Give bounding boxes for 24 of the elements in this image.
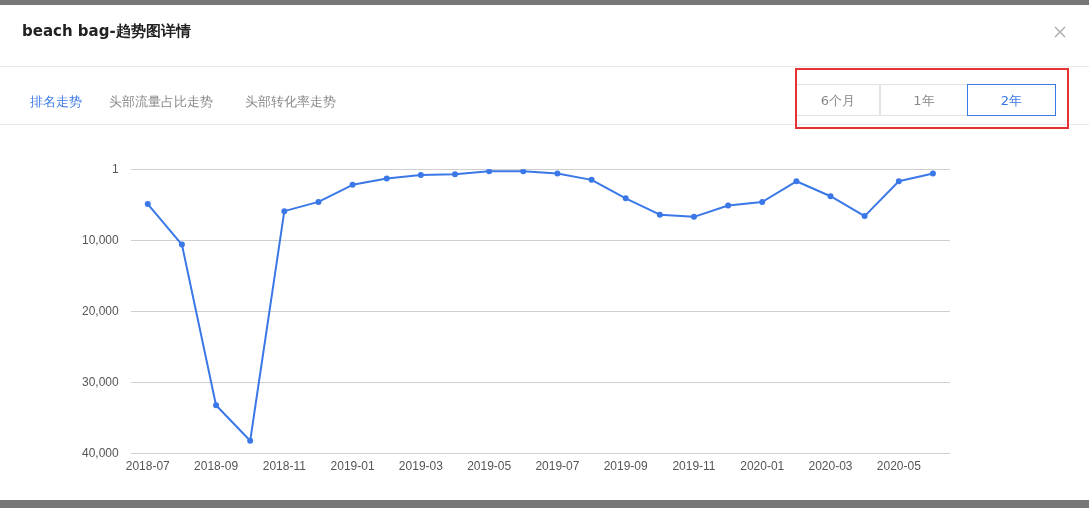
x-tick-label: 2018-07	[125, 459, 171, 474]
x-tick-label: 2019-11	[672, 459, 716, 474]
chart-title: beach bag-趋势图详情	[22, 22, 191, 41]
y-tick-label: 30,000	[82, 374, 120, 389]
x-tick-label: 2019-01	[330, 459, 375, 474]
y-tick-label: 40,000	[82, 445, 120, 460]
x-tick-label: 2019-03	[398, 459, 444, 474]
x-tick-label: 2019-09	[603, 459, 649, 474]
text: 头部流量占比走势	[109, 93, 213, 111]
y-tick-label: 20,000	[82, 303, 120, 318]
x-tick-label: 2020-03	[808, 459, 853, 474]
text: 2年	[967, 84, 1056, 116]
x-tick-label: 2018-09	[194, 459, 239, 474]
text: 排名走势	[30, 93, 82, 111]
y-tick-label: 1	[112, 161, 120, 176]
x-tick-label: 2019-07	[535, 459, 580, 474]
text: 6个月	[796, 84, 880, 116]
text: 1年	[880, 84, 968, 116]
x-tick-label: 2020-05	[876, 459, 922, 474]
x-tick-label: 2018-11	[262, 459, 307, 474]
x-tick-label: 2019-05	[467, 459, 512, 474]
x-tick-label: 2020-01	[740, 459, 785, 474]
text: 头部转化率走势	[245, 93, 336, 111]
y-tick-label: 10,000	[82, 232, 120, 247]
